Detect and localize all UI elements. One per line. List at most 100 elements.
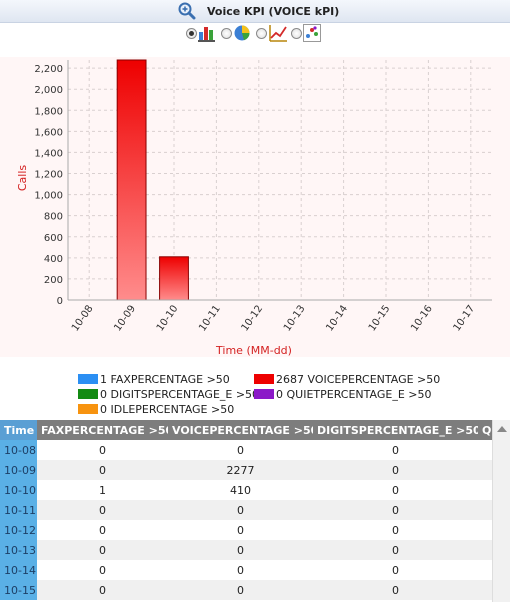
cell-time: 10-11 bbox=[0, 500, 37, 520]
cell-fax: 0 bbox=[37, 540, 168, 560]
y-tick-label: 2,000 bbox=[34, 85, 63, 96]
scatter-chart-icon[interactable] bbox=[303, 24, 321, 42]
table-row: 10-09 0 2277 0 bbox=[0, 460, 492, 480]
x-axis-label: Time (MM-dd) bbox=[215, 344, 292, 357]
chart-type-line-radio[interactable] bbox=[256, 28, 267, 39]
chart-type-selector bbox=[0, 22, 510, 48]
cell-digits: 0 bbox=[313, 560, 478, 580]
table-row: 10-15 0 0 0 bbox=[0, 580, 492, 600]
x-tick-label: 10-09 bbox=[112, 303, 138, 333]
data-table: Time FAXPERCENTAGE >50 VOICEPERCENTAGE >… bbox=[0, 420, 492, 600]
cell-time: 10-09 bbox=[0, 460, 37, 480]
legend-swatch bbox=[78, 404, 98, 414]
legend-swatch bbox=[78, 389, 98, 399]
cell-time: 10-08 bbox=[0, 440, 37, 460]
column-header-fax[interactable]: FAXPERCENTAGE >50 bbox=[37, 420, 168, 440]
column-header-digits[interactable]: DIGITSPERCENTAGE_E >50 bbox=[313, 420, 478, 440]
legend-label: 0 DIGITSPERCENTAGE_E >50 bbox=[100, 388, 260, 401]
x-tick-label: 10-17 bbox=[452, 303, 478, 333]
cell-fax: 0 bbox=[37, 560, 168, 580]
y-tick-label: 600 bbox=[44, 233, 63, 244]
chart-type-scatter-radio[interactable] bbox=[291, 28, 302, 39]
cell-time: 10-10 bbox=[0, 480, 37, 500]
legend-item: 0 QUIETPERCENTAGE_E >50 bbox=[254, 388, 432, 402]
table-row: 10-14 0 0 0 bbox=[0, 560, 492, 580]
x-tick-label: 10-14 bbox=[324, 303, 350, 333]
bar-10-09[interactable] bbox=[116, 59, 147, 301]
window-title: Voice KPI (VOICE kPI) bbox=[207, 5, 340, 18]
cell-fax: 0 bbox=[37, 520, 168, 540]
y-tick-label: 1,000 bbox=[34, 191, 63, 202]
table-row: 10-11 0 0 0 bbox=[0, 500, 492, 520]
cell-time: 10-15 bbox=[0, 580, 37, 600]
table-row: 10-12 0 0 0 bbox=[0, 520, 492, 540]
y-tick-label: 1,600 bbox=[34, 127, 63, 138]
table-row: 10-10 1 410 0 bbox=[0, 480, 492, 500]
data-table-panel: Time FAXPERCENTAGE >50 VOICEPERCENTAGE >… bbox=[0, 420, 510, 602]
chart-type-bar-radio[interactable] bbox=[186, 28, 197, 39]
cell-voice: 0 bbox=[168, 440, 313, 460]
cell-quiet bbox=[478, 500, 492, 520]
cell-time: 10-13 bbox=[0, 540, 37, 560]
chart-type-pie-radio[interactable] bbox=[221, 28, 232, 39]
legend-item: 0 DIGITSPERCENTAGE_E >50 bbox=[78, 388, 259, 402]
bar-10-10[interactable] bbox=[159, 256, 189, 301]
chart-tick-labels: 0 200 400 600 800 1,000 1,200 1,400 1,600 1,800 2,… bbox=[34, 64, 477, 333]
legend-item: 0 IDLEPERCENTAGE >50 bbox=[78, 403, 234, 417]
scroll-up-arrow-icon[interactable] bbox=[497, 426, 507, 432]
legend-item: 1 FAXPERCENTAGE >50 bbox=[78, 373, 230, 387]
legend-item: 2687 VOICEPERCENTAGE >50 bbox=[254, 373, 440, 387]
column-header-voice[interactable]: VOICEPERCENTAGE >50 bbox=[168, 420, 313, 440]
cell-quiet bbox=[478, 580, 492, 600]
column-header-time[interactable]: Time bbox=[0, 420, 37, 440]
cell-quiet bbox=[478, 480, 492, 500]
x-tick-label: 10-10 bbox=[155, 303, 181, 333]
y-tick-label: 1,400 bbox=[34, 148, 63, 159]
legend-swatch bbox=[78, 374, 98, 384]
cell-fax: 0 bbox=[37, 500, 168, 520]
cell-digits: 0 bbox=[313, 460, 478, 480]
chart-legend: 1 FAXPERCENTAGE >50 2687 VOICEPERCENTAGE… bbox=[0, 370, 510, 420]
legend-swatch bbox=[254, 389, 274, 399]
y-axis-label: Calls bbox=[16, 165, 29, 192]
table-scrollbar[interactable] bbox=[492, 420, 510, 602]
y-tick-label: 800 bbox=[44, 212, 63, 223]
cell-digits: 0 bbox=[313, 440, 478, 460]
cell-digits: 0 bbox=[313, 500, 478, 520]
pie-chart-icon[interactable] bbox=[233, 24, 251, 42]
legend-label: 0 QUIETPERCENTAGE_E >50 bbox=[276, 388, 432, 401]
bar-chart-3d-icon[interactable] bbox=[198, 24, 216, 42]
x-tick-label: 10-15 bbox=[367, 303, 393, 333]
chart-area: 0 200 400 600 800 1,000 1,200 1,400 1,600 1,800 2,… bbox=[0, 57, 510, 357]
x-tick-label: 10-12 bbox=[240, 303, 266, 333]
cell-voice: 0 bbox=[168, 520, 313, 540]
x-tick-label: 10-13 bbox=[282, 303, 308, 333]
legend-swatch bbox=[254, 374, 274, 384]
cell-fax: 0 bbox=[37, 460, 168, 480]
cell-voice: 0 bbox=[168, 560, 313, 580]
cell-digits: 0 bbox=[313, 540, 478, 560]
zoom-in-icon[interactable] bbox=[178, 2, 196, 20]
cell-voice: 0 bbox=[168, 580, 313, 600]
cell-quiet bbox=[478, 460, 492, 480]
y-tick-label: 200 bbox=[44, 275, 63, 286]
table-header-row: Time FAXPERCENTAGE >50 VOICEPERCENTAGE >… bbox=[0, 420, 492, 440]
line-chart-icon[interactable] bbox=[268, 24, 288, 42]
cell-digits: 0 bbox=[313, 480, 478, 500]
voice-kpi-bar-chart: 0 200 400 600 800 1,000 1,200 1,400 1,600 1,800 2,… bbox=[16, 59, 492, 357]
y-tick-label: 0 bbox=[57, 296, 63, 307]
x-tick-label: 10-08 bbox=[70, 303, 96, 333]
x-tick-label: 10-11 bbox=[197, 303, 223, 333]
y-tick-label: 1,200 bbox=[34, 170, 63, 181]
cell-quiet bbox=[478, 440, 492, 460]
table-row: 10-08 0 0 0 bbox=[0, 440, 492, 460]
cell-voice: 0 bbox=[168, 540, 313, 560]
cell-digits: 0 bbox=[313, 580, 478, 600]
column-header-quiet[interactable]: QUIETPERCENTAGE_E >50 bbox=[478, 420, 492, 440]
cell-voice: 2277 bbox=[168, 460, 313, 480]
cell-digits: 0 bbox=[313, 520, 478, 540]
cell-voice: 0 bbox=[168, 500, 313, 520]
cell-voice: 410 bbox=[168, 480, 313, 500]
legend-label: 2687 VOICEPERCENTAGE >50 bbox=[276, 373, 441, 386]
y-tick-label: 2,200 bbox=[34, 64, 63, 75]
